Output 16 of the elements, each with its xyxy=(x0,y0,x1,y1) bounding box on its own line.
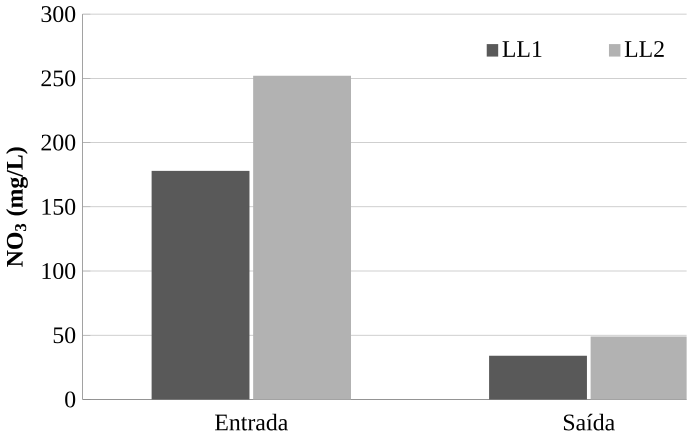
y-axis-title: NO$_{3}$ (mg/L) xyxy=(6,148,28,267)
y-tick-label: 200 xyxy=(41,134,76,151)
y-tick-label: 150 xyxy=(42,198,76,216)
y-tick-label: 250 xyxy=(41,70,76,87)
bar xyxy=(253,76,352,400)
y-tick-label: 300 xyxy=(42,6,76,22)
x-tick-label: Saída xyxy=(564,414,615,431)
bar xyxy=(590,336,687,400)
legend-label: LL2 xyxy=(624,41,664,58)
y-tick-label: 0 xyxy=(65,392,76,408)
x-tick-label: Entrada xyxy=(215,414,288,431)
bar xyxy=(152,171,250,400)
y-tick-label: 50 xyxy=(54,327,76,344)
y-tick-label: 100 xyxy=(42,263,76,280)
legend-label: LL1 xyxy=(502,41,542,58)
bar xyxy=(489,356,587,400)
